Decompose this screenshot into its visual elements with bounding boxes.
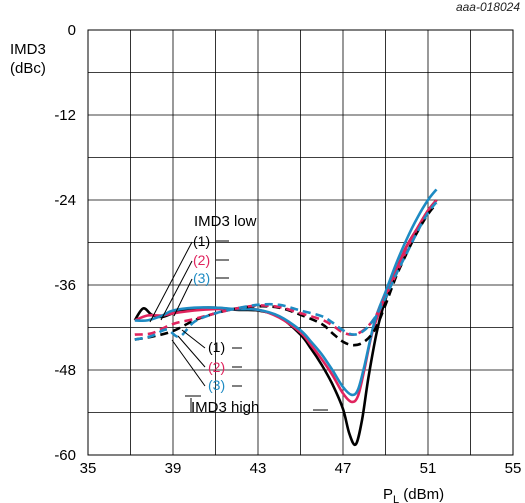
annotation-high-mark-2: (2) [208,359,225,375]
x-axis-label: PL (dBm) [383,486,444,503]
annotation-leader-line [173,278,193,317]
x-tick-label: 43 [250,460,267,477]
y-tick-label: -48 [54,362,76,379]
annotation-imd3-low: IMD3 low [194,213,257,230]
series-line-imd3-low-3 [134,188,438,397]
x-tick-label: 47 [335,460,352,477]
series-line-imd3-high-3 [134,201,438,341]
y-tick-label: -60 [54,447,76,464]
x-tick-label: 35 [80,460,97,477]
y-axis-label: IMD3 (dBc) [10,40,46,78]
annotation-high-mark-1: (1) [208,339,225,355]
grid [88,30,513,455]
plot-frame [87,29,514,456]
x-tick-label: 55 [505,460,522,477]
annotation-imd3-high: IMD3 high [191,399,259,416]
annotation-low-mark-3: (3) [193,270,210,286]
annotation-high-mark-3: (3) [208,377,225,393]
y-tick-label: -36 [54,277,76,294]
x-tick-label: 39 [165,460,182,477]
y-axis-label-line1: IMD3 [10,41,46,58]
y-tick-label: -12 [54,107,76,124]
figure-id-label: aaa-018024 [455,0,520,14]
series-lines [133,188,438,447]
annotation-leader-line [181,329,206,349]
annotations: IMD3 low IMD3 high (1) (2) (3) (1) (2) (3) [149,213,328,416]
tick-labels: 35 39 43 47 51 55 0 -12 -24 -36 -48 -60 [54,22,521,477]
annotation-leader-line [171,339,206,387]
annotation-low-mark-2: (2) [193,252,210,268]
annotation-leader-line [160,260,193,321]
series-line-imd3-low-2 [134,199,438,404]
y-axis-label-line2: (dBc) [10,60,46,77]
series-line-imd3-high-2 [134,200,438,337]
annotation-leader-line [177,335,206,368]
annotation-low-mark-1: (1) [193,233,210,249]
x-tick-label: 51 [420,460,437,477]
y-tick-label: 0 [68,22,76,39]
annotation-leader-line [149,241,193,323]
y-tick-label: -24 [54,192,76,209]
